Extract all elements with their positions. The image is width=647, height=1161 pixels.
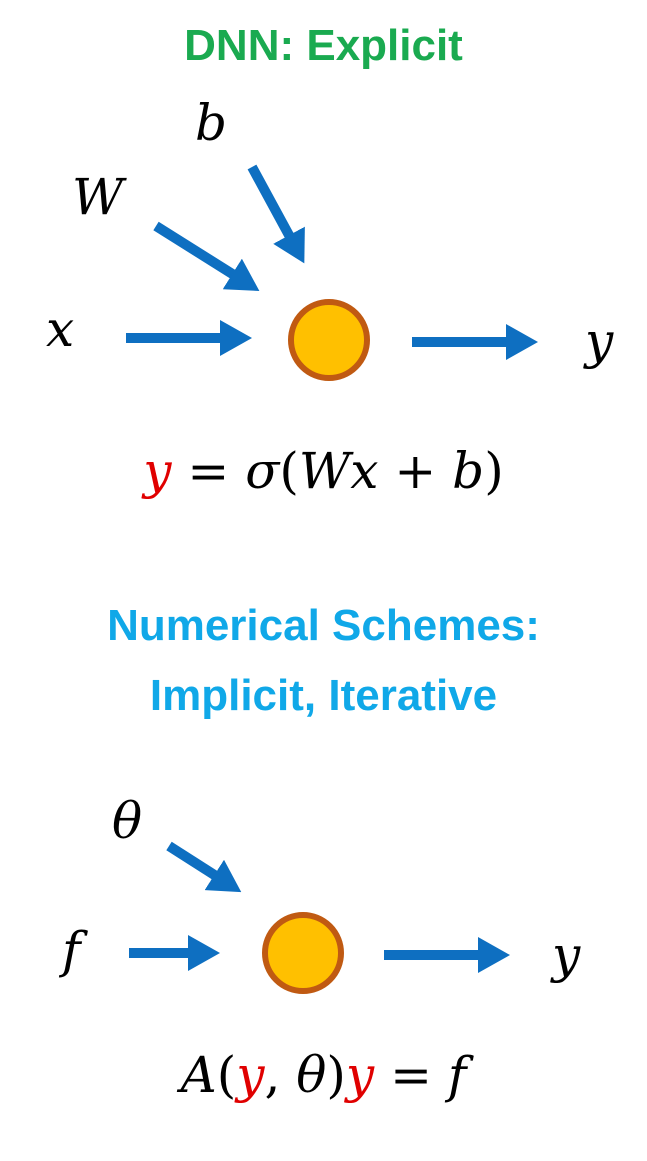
implicit-iterative-subtitle: Implicit, Iterative <box>149 671 498 720</box>
eq-equals: = <box>171 442 246 500</box>
neuron-node-explicit <box>288 299 370 381</box>
label-y-output-implicit: y <box>552 926 581 984</box>
eq-plus: + <box>378 442 453 500</box>
eq-x: x <box>350 442 379 500</box>
eq-b: b <box>452 442 485 500</box>
label-b: b <box>195 94 228 152</box>
label-x: x <box>46 300 75 358</box>
eq2-theta: θ <box>296 1046 327 1104</box>
eq-w: W <box>298 442 351 500</box>
solver-node-implicit <box>262 912 344 994</box>
eq-open-paren: ( <box>279 442 299 500</box>
dnn-explicit-title: DNN: Explicit <box>184 21 463 70</box>
arrow-b-to-node <box>247 164 305 264</box>
label-y-output: y <box>585 312 614 370</box>
eq2-open-paren: ( <box>216 1046 237 1104</box>
eq-close-paren: ) <box>484 442 504 500</box>
explicit-equation: y = σ(Wx + b) <box>0 446 647 496</box>
numerical-schemes-title: Numerical Schemes: <box>107 601 540 650</box>
eq2-equals: = <box>374 1046 448 1104</box>
eq2-y-outer: y <box>345 1046 375 1104</box>
eq2-a: A <box>180 1046 217 1104</box>
arrow-w-to-node <box>153 221 260 291</box>
label-f: f <box>62 921 81 979</box>
eq2-y-inner: y <box>236 1046 265 1104</box>
label-theta: θ <box>112 792 143 850</box>
label-w: W <box>72 168 124 226</box>
eq2-comma: , <box>264 1046 297 1104</box>
eq2-close-paren: ) <box>326 1046 346 1104</box>
arrow-theta-to-node <box>166 841 242 893</box>
eq-y: y <box>143 442 172 500</box>
eq2-f: f <box>447 1046 467 1104</box>
implicit-equation: A(y, θ)y = f <box>0 1050 647 1100</box>
eq-sigma: σ <box>245 442 280 500</box>
